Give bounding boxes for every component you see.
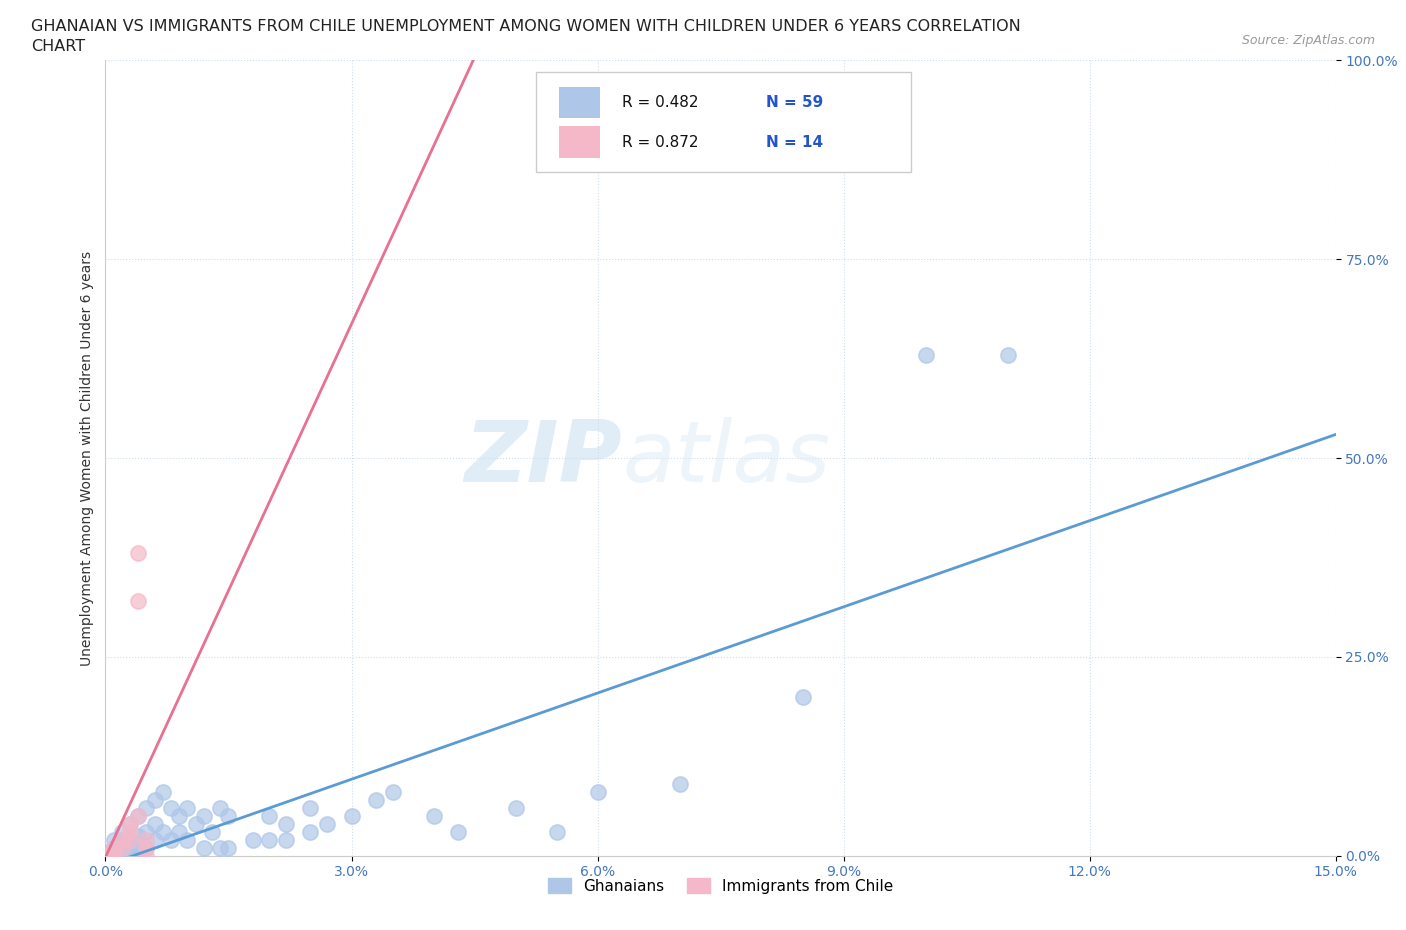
Point: [120, 840, 141, 855]
Bar: [560, 86, 600, 118]
Text: N = 14: N = 14: [766, 135, 824, 150]
Point: [94, 844, 117, 859]
Point: [422, 808, 444, 823]
Point: [127, 848, 149, 863]
Point: [259, 808, 281, 823]
Text: R = 0.872: R = 0.872: [623, 135, 699, 150]
Bar: [560, 126, 600, 158]
Point: [120, 832, 141, 847]
Point: [120, 817, 141, 831]
Point: [169, 824, 191, 839]
Point: [127, 808, 149, 823]
Point: [111, 848, 134, 863]
Point: [381, 785, 404, 800]
Text: atlas: atlas: [621, 417, 830, 499]
Point: [160, 801, 183, 816]
FancyBboxPatch shape: [536, 73, 911, 172]
Text: GHANAIAN VS IMMIGRANTS FROM CHILE UNEMPLOYMENT AMONG WOMEN WITH CHILDREN UNDER 6: GHANAIAN VS IMMIGRANTS FROM CHILE UNEMPL…: [31, 19, 1021, 33]
Text: CHART: CHART: [31, 39, 84, 54]
Point: [160, 832, 183, 847]
Point: [184, 817, 207, 831]
Legend: Ghanaians, Immigrants from Chile: Ghanaians, Immigrants from Chile: [541, 871, 900, 899]
Point: [546, 824, 568, 839]
Point: [366, 792, 388, 807]
Point: [111, 840, 134, 855]
Point: [218, 808, 240, 823]
Point: [997, 347, 1019, 362]
Point: [135, 832, 157, 847]
Point: [143, 792, 166, 807]
Point: [127, 593, 149, 608]
Point: [127, 808, 149, 823]
Point: [274, 817, 297, 831]
Point: [586, 785, 609, 800]
Point: [218, 840, 240, 855]
Point: [274, 832, 297, 847]
Point: [120, 848, 141, 863]
Point: [135, 848, 157, 863]
Point: [111, 832, 134, 847]
Point: [111, 832, 134, 847]
Point: [914, 347, 936, 362]
Point: [135, 801, 157, 816]
Point: [135, 840, 157, 855]
Text: R = 0.482: R = 0.482: [623, 95, 699, 110]
Point: [340, 808, 363, 823]
Point: [299, 824, 322, 839]
Point: [299, 801, 322, 816]
Point: [193, 808, 215, 823]
Point: [135, 840, 157, 855]
Point: [103, 848, 125, 863]
Point: [201, 824, 224, 839]
Point: [135, 824, 157, 839]
Point: [111, 824, 134, 839]
Point: [94, 848, 117, 863]
Point: [127, 836, 149, 851]
Point: [127, 829, 149, 844]
Text: ZIP: ZIP: [464, 417, 621, 499]
Text: Source: ZipAtlas.com: Source: ZipAtlas.com: [1241, 34, 1375, 47]
Point: [193, 840, 215, 855]
Text: N = 59: N = 59: [766, 95, 824, 110]
Point: [447, 824, 470, 839]
Point: [792, 689, 814, 704]
Point: [143, 832, 166, 847]
Point: [505, 801, 527, 816]
Point: [209, 840, 232, 855]
Point: [120, 817, 141, 831]
Point: [103, 840, 125, 855]
Point: [120, 832, 141, 847]
Y-axis label: Unemployment Among Women with Children Under 6 years: Unemployment Among Women with Children U…: [80, 250, 94, 666]
Point: [209, 801, 232, 816]
Point: [176, 832, 198, 847]
Point: [259, 832, 281, 847]
Point: [152, 824, 174, 839]
Point: [242, 832, 264, 847]
Point: [103, 848, 125, 863]
Point: [103, 832, 125, 847]
Point: [152, 785, 174, 800]
Point: [176, 801, 198, 816]
Point: [111, 840, 134, 855]
Point: [103, 840, 125, 855]
Point: [668, 777, 690, 791]
Point: [94, 848, 117, 863]
Point: [316, 817, 339, 831]
Point: [143, 817, 166, 831]
Point: [169, 808, 191, 823]
Point: [120, 824, 141, 839]
Point: [127, 546, 149, 561]
